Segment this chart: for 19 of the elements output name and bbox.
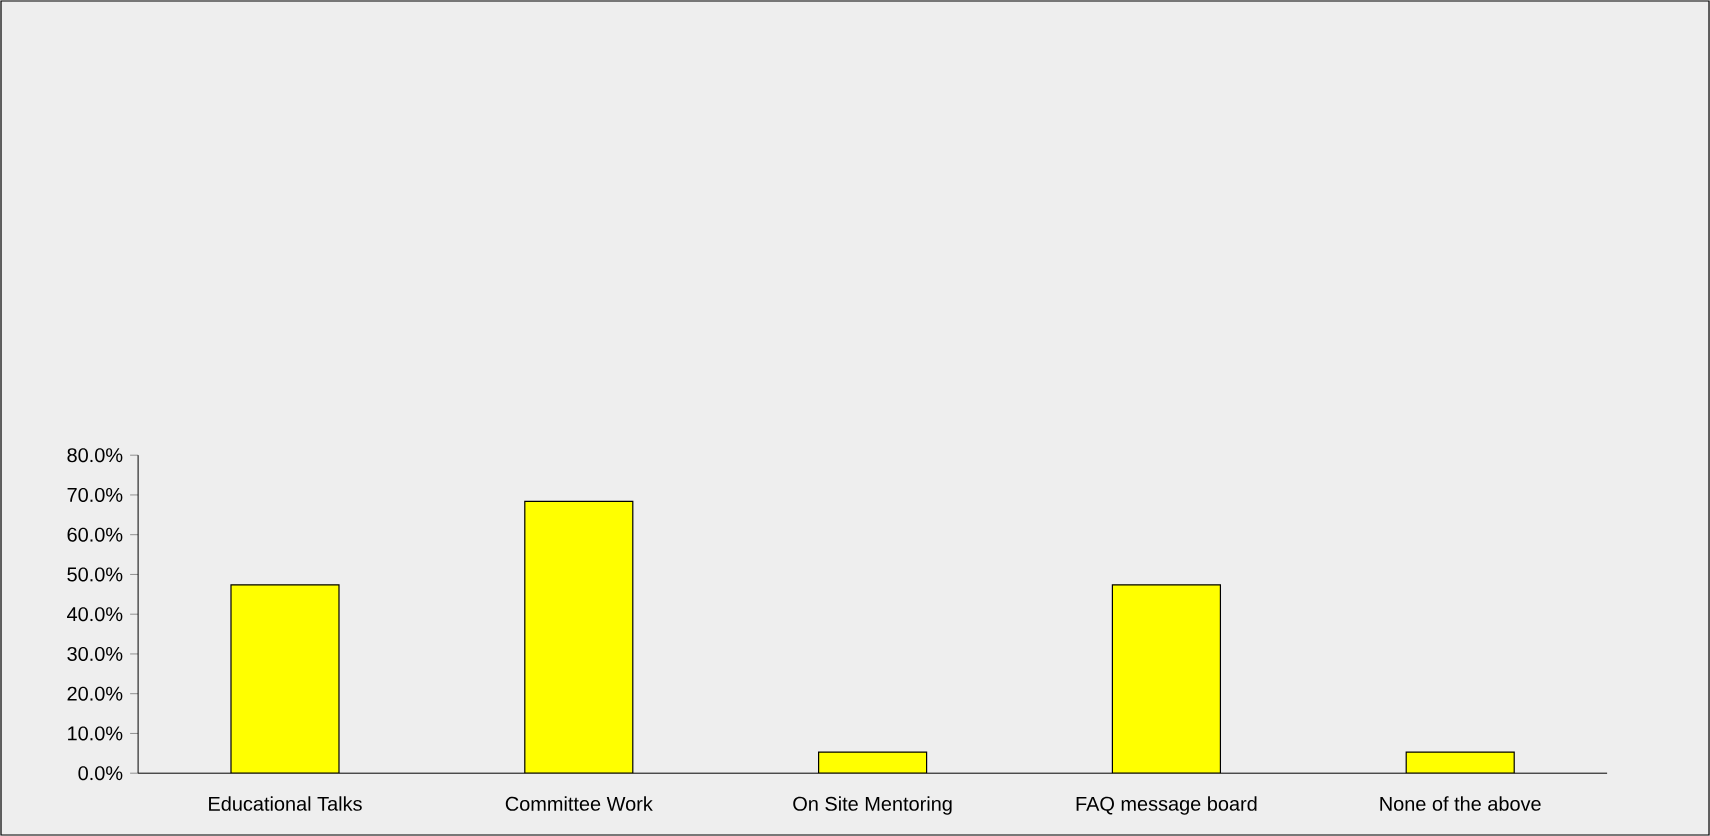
bar bbox=[1111, 584, 1222, 774]
y-tick-label: 30.0% bbox=[67, 646, 123, 661]
y-tick-label: 0.0% bbox=[78, 766, 123, 781]
bar bbox=[818, 751, 928, 774]
x-tick-label: FAQ message board bbox=[1076, 796, 1257, 815]
y-tick-label: 80.0% bbox=[67, 448, 123, 463]
y-tick-label: 70.0% bbox=[67, 487, 123, 502]
x-tick-label: Educational Talks bbox=[209, 796, 362, 811]
y-tick-label: 50.0% bbox=[67, 567, 123, 582]
y-tick-label: 10.0% bbox=[68, 726, 123, 741]
x-tick-label: None of the above bbox=[1380, 796, 1541, 811]
y-tick-label: 60.0% bbox=[67, 527, 123, 542]
y-tick-label: 40.0% bbox=[67, 607, 123, 622]
bar bbox=[524, 500, 634, 774]
bar bbox=[230, 584, 340, 774]
y-tick-label: 20.0% bbox=[67, 686, 123, 701]
bar bbox=[1405, 751, 1515, 774]
x-tick-label: On Site Mentoring bbox=[793, 796, 952, 815]
x-tick-label: Committee Work bbox=[505, 796, 653, 811]
